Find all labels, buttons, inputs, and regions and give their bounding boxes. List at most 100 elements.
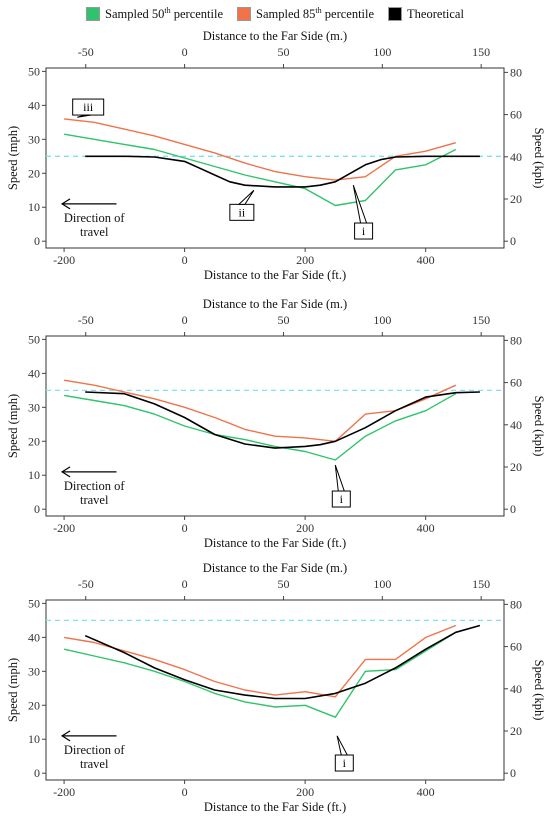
chart-panel-b: Distance to the Far Side (m.)-50 0 50 100 15…	[6, 297, 546, 550]
right-axis-title: Speed (kph)	[532, 660, 546, 721]
series-line-p50	[63, 631, 457, 718]
x-tick-label: 200	[296, 785, 314, 799]
x-tick-label: 0	[182, 253, 188, 267]
top-tick-label: 0	[182, 577, 188, 591]
callout-i: i	[331, 464, 351, 508]
y-tick-label: 40	[28, 630, 40, 644]
callout-pointer	[336, 735, 349, 756]
bottom-axis-title: Distance to the Far Side (ft.)	[204, 268, 346, 282]
y-tick-label: 30	[28, 664, 40, 678]
top-tick-label: -50	[78, 577, 94, 591]
legend-item-p85: Sampled 85th percentile	[237, 6, 374, 22]
legend-swatch-p50	[86, 7, 101, 21]
y-tick-label: 10	[28, 200, 40, 214]
top-tick-label: 50	[277, 577, 289, 591]
y-tick-label: 10	[28, 468, 40, 482]
direction-arrow-head	[60, 466, 71, 478]
callout-text: ii	[239, 205, 246, 219]
right-axis-title: Speed (kph)	[532, 396, 546, 457]
y-tick-label: 20	[28, 698, 40, 712]
x-tick-label: -200	[53, 785, 75, 799]
left-axis-title: Speed (mph)	[6, 658, 20, 722]
series-line-theoretical	[85, 155, 480, 188]
top-axis-title: Distance to the Far Side (m.)	[203, 561, 347, 575]
top-tick-label: 150	[472, 577, 490, 591]
legend-swatch-p85	[237, 7, 252, 21]
bottom-axis-title: Distance to the Far Side (ft.)	[204, 536, 346, 550]
plot-frame	[45, 599, 505, 781]
series-line-p85	[63, 379, 457, 443]
right-tick-label: 40	[510, 150, 522, 164]
top-tick-label: 150	[472, 313, 490, 327]
direction-label-line2: travel	[80, 493, 109, 507]
top-tick-label: 100	[373, 313, 391, 327]
right-tick-label: 0	[510, 234, 516, 248]
x-tick-label: 200	[296, 253, 314, 267]
y-tick-label: 30	[28, 132, 40, 146]
direction-arrow-head	[60, 730, 71, 742]
legend-label-p50: Sampled 50th percentile	[105, 5, 224, 22]
right-tick-label: 60	[510, 108, 522, 122]
y-tick-label: 20	[28, 166, 40, 180]
right-tick-label: 20	[510, 192, 522, 206]
plot-frame	[45, 335, 505, 517]
top-tick-label: 50	[277, 313, 289, 327]
callout-i: i	[352, 185, 374, 240]
top-tick-label: 100	[373, 45, 391, 59]
right-tick-label: 80	[510, 597, 522, 611]
y-tick-label: 0	[34, 766, 40, 780]
legend-item-theoretical: Theoretical	[388, 7, 464, 22]
top-tick-label: 150	[472, 45, 490, 59]
right-tick-label: 20	[510, 460, 522, 474]
top-axis-title: Distance to the Far Side (m.)	[203, 297, 347, 311]
callout-text: i	[362, 224, 366, 238]
y-tick-label: 0	[34, 234, 40, 248]
top-tick-label: -50	[78, 45, 94, 59]
x-tick-label: 0	[182, 785, 188, 799]
x-tick-label: 400	[417, 521, 435, 535]
x-tick-label: 200	[296, 521, 314, 535]
callout-pointer	[352, 185, 368, 224]
y-tick-label: 10	[28, 732, 40, 746]
right-tick-label: 60	[510, 640, 522, 654]
right-tick-label: 20	[510, 724, 522, 738]
legend-item-p50: Sampled 50th percentile	[86, 6, 223, 22]
right-tick-label: 80	[510, 333, 522, 347]
legend-label-theoretical: Theoretical	[407, 6, 464, 21]
callout-pointer	[237, 189, 255, 205]
y-tick-label: 50	[28, 596, 40, 610]
top-tick-label: -50	[78, 313, 94, 327]
top-tick-label: 100	[373, 577, 391, 591]
series-line-p85	[63, 624, 457, 698]
callout-text: i	[340, 492, 344, 506]
callout-iii: iii	[72, 98, 105, 118]
y-tick-label: 40	[28, 366, 40, 380]
right-tick-label: 80	[510, 65, 522, 79]
x-tick-label: -200	[53, 521, 75, 535]
callout-ii: ii	[229, 189, 255, 221]
x-tick-label: 400	[417, 785, 435, 799]
callout-text: iii	[83, 100, 94, 114]
x-tick-label: 400	[417, 253, 435, 267]
right-tick-label: 60	[510, 376, 522, 390]
top-tick-label: 0	[182, 45, 188, 59]
callout-text: i	[343, 756, 347, 770]
right-tick-label: 40	[510, 682, 522, 696]
direction-label-line2: travel	[80, 757, 109, 771]
right-axis-title: Speed (kph)	[532, 128, 546, 189]
right-tick-label: 0	[510, 502, 516, 516]
plot-frame	[45, 67, 505, 249]
left-axis-title: Speed (mph)	[6, 394, 20, 458]
legend-swatch-theoretical	[388, 7, 403, 21]
y-tick-label: 0	[34, 502, 40, 516]
series-line-p85	[64, 118, 456, 181]
series-line-theoretical	[84, 624, 481, 700]
x-tick-label: -200	[53, 253, 75, 267]
bottom-axis-title: Distance to the Far Side (ft.)	[204, 800, 346, 814]
right-tick-label: 0	[510, 766, 516, 780]
y-tick-label: 30	[28, 400, 40, 414]
y-tick-label: 50	[28, 332, 40, 346]
chart-panel-a: Distance to the Far Side (m.)-50 0 50 100 15…	[6, 29, 546, 282]
chart-panel-c: Distance to the Far Side (m.)-50 0 50 100 15…	[6, 561, 546, 826]
